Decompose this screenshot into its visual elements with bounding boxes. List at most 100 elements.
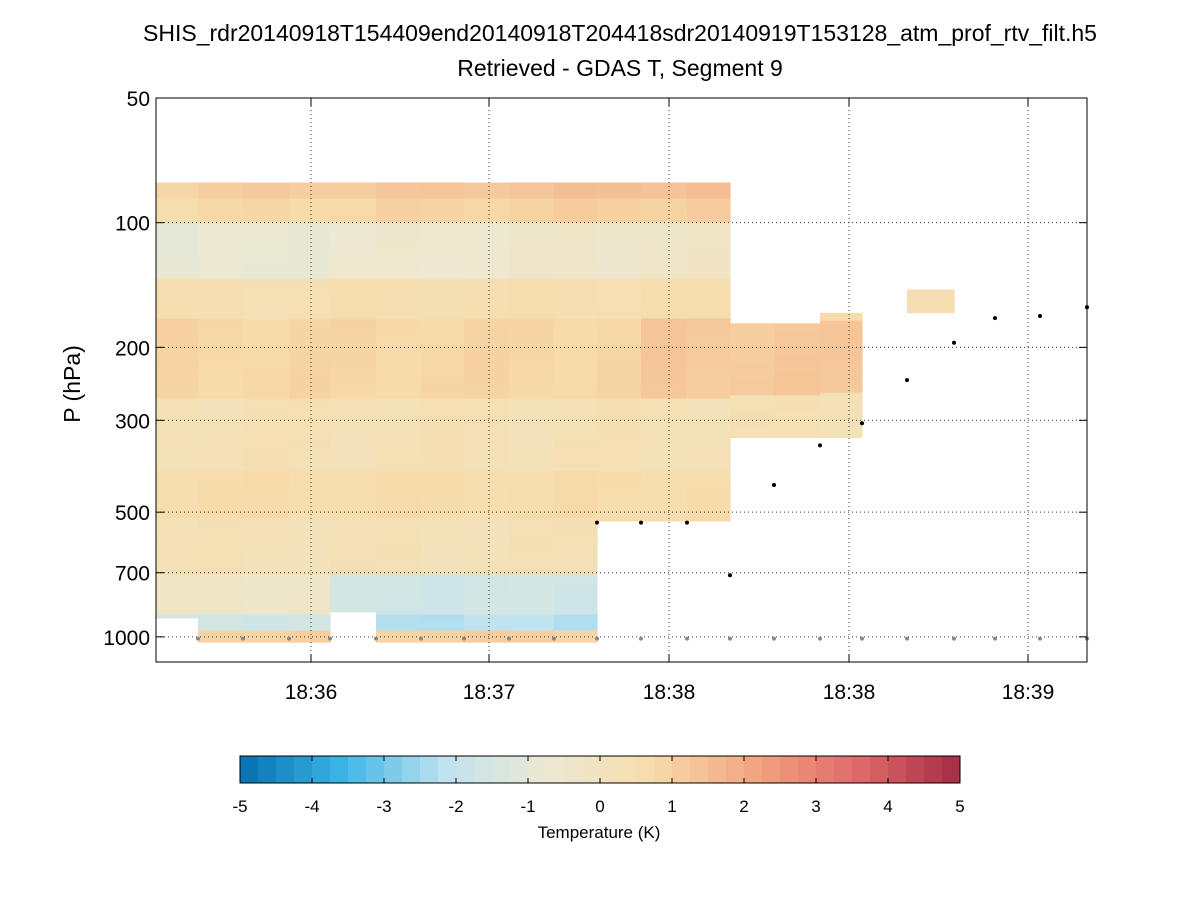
heatmap-cell — [641, 310, 688, 320]
heatmap-cell — [820, 328, 863, 338]
x-tick-label: 18:37 — [463, 681, 516, 704]
heatmap-cell — [376, 454, 422, 464]
heatmap-cell — [597, 222, 642, 232]
heatmap-cell — [330, 438, 377, 448]
colorbar-swatch — [690, 756, 709, 783]
heatmap-cell — [198, 310, 244, 320]
heatmap-cell — [820, 360, 863, 370]
heatmap-cell — [289, 406, 331, 416]
heatmap-cell — [156, 374, 199, 384]
heatmap-cell — [156, 414, 199, 424]
heatmap-cell — [156, 398, 199, 408]
y-tick-label: 50 — [127, 88, 150, 111]
heatmap-cell — [156, 566, 199, 576]
colorbar-swatch — [582, 756, 601, 783]
heatmap-cell — [509, 550, 555, 560]
heatmap-cell — [156, 254, 199, 264]
heatmap-cell — [509, 262, 555, 272]
heatmap-cell — [243, 518, 290, 528]
heatmap-cell — [464, 638, 510, 643]
heatmap-cell — [243, 358, 290, 368]
heatmap-cell — [464, 494, 510, 504]
heatmap-cell — [198, 486, 244, 496]
heatmap-cell — [198, 438, 244, 448]
heatmap-cell — [376, 526, 422, 536]
heatmap-cell — [289, 438, 331, 448]
heatmap-cell — [509, 406, 555, 416]
surface-marker — [818, 636, 822, 641]
colorbar-swatch — [852, 756, 871, 783]
heatmap-cell — [554, 542, 598, 552]
heatmap-cell — [554, 278, 598, 288]
heatmap-cell — [376, 478, 422, 488]
heatmap-cell — [156, 198, 199, 208]
heatmap-cell — [597, 470, 642, 480]
heatmap-cell — [243, 430, 290, 440]
heatmap-cell — [330, 278, 377, 288]
heatmap-cell — [243, 566, 290, 576]
heatmap-cell — [464, 294, 510, 304]
heatmap-cell — [156, 390, 199, 400]
heatmap-cell — [554, 630, 598, 640]
heatmap-cell — [421, 478, 465, 488]
heatmap-cell — [289, 478, 331, 488]
heatmap-cell — [464, 526, 510, 536]
heatmap-cell — [730, 363, 775, 372]
heatmap-cell — [330, 582, 377, 592]
heatmap-cell — [509, 622, 555, 632]
heatmap-cell — [198, 398, 244, 408]
heatmap-cell — [554, 582, 598, 592]
heatmap-cell — [243, 502, 290, 512]
heatmap-cell — [376, 518, 422, 528]
heatmap-cell — [464, 390, 510, 400]
heatmap-cell — [641, 198, 688, 208]
heatmap-cell — [820, 320, 863, 330]
heatmap-cell — [243, 262, 290, 272]
heatmap-cell — [554, 310, 598, 320]
heatmap-cell — [376, 502, 422, 512]
heatmap-cell — [289, 294, 331, 304]
heatmap-cell — [376, 438, 422, 448]
heatmap-cell — [464, 262, 510, 272]
heatmap-cell — [774, 403, 821, 412]
heatmap-cell — [687, 350, 731, 360]
heatmap-cell — [597, 182, 642, 192]
heatmap-cell — [820, 352, 863, 362]
heatmap-cell — [243, 446, 290, 456]
heatmap-cell — [509, 478, 555, 488]
heatmap-cell — [421, 510, 465, 520]
heatmap-cell — [198, 526, 244, 536]
heatmap-cell — [509, 462, 555, 472]
heatmap-cell — [687, 334, 731, 344]
heatmap-cell — [243, 310, 290, 320]
heatmap-cell — [421, 366, 465, 376]
heatmap-cell — [289, 214, 331, 224]
heatmap-cell — [687, 510, 731, 520]
heatmap-cell — [421, 414, 465, 424]
heatmap-cell — [464, 254, 510, 264]
heatmap-cell — [156, 342, 199, 352]
heatmap-cell — [156, 366, 199, 376]
heatmap-cell — [243, 206, 290, 216]
heatmap-cell — [509, 630, 555, 640]
colorbar-swatch — [456, 756, 475, 783]
heatmap-cell — [198, 638, 244, 643]
heatmap-cell — [774, 427, 821, 436]
heatmap-cell — [509, 582, 555, 592]
heatmap-cell — [907, 289, 955, 299]
heatmap-cell — [730, 387, 775, 396]
heatmap-cell — [289, 502, 331, 512]
heatmap-cell — [376, 294, 422, 304]
heatmap-cell — [509, 390, 555, 400]
colorbar-swatch — [474, 756, 493, 783]
profile-markers — [196, 305, 1089, 641]
heatmap-cell — [687, 478, 731, 488]
heatmap-cell — [198, 574, 244, 584]
heatmap-cell — [243, 294, 290, 304]
heatmap-cell — [330, 326, 377, 336]
heatmap-cell — [289, 222, 331, 232]
colorbar-swatch — [708, 756, 727, 783]
heatmap-cell — [330, 534, 377, 544]
heatmap-cell — [687, 422, 731, 432]
